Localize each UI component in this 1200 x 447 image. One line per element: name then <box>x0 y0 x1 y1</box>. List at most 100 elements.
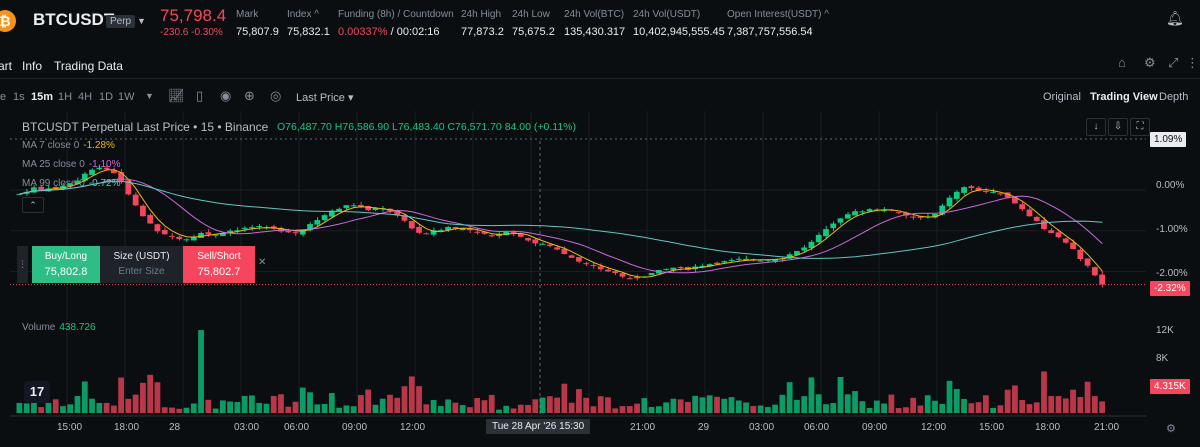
fullscreen-button[interactable]: ⛶ <box>1130 118 1150 136</box>
volume-bar <box>169 407 175 413</box>
volume-bar <box>873 400 880 413</box>
volume-bar <box>699 397 706 413</box>
collapse-legend-button[interactable]: ⌃ <box>22 197 44 213</box>
caret-down-icon[interactable]: ▼ <box>137 16 146 26</box>
bell-icon[interactable]: 🔔︎ <box>1166 10 1184 26</box>
volume-bar <box>1041 371 1047 413</box>
candle <box>1004 192 1011 198</box>
price-type-select[interactable]: Last Price ▾ <box>296 92 354 104</box>
stat-mark-value: 75,807.9 <box>236 26 279 38</box>
price-axis-tick: -1.00% <box>1156 224 1188 235</box>
camera-icon[interactable]: ◉ <box>220 88 232 103</box>
candle <box>743 258 749 261</box>
timeframe-time[interactable]: e <box>0 91 7 103</box>
candle <box>975 187 982 191</box>
stat-oi-label[interactable]: Open Interest(USDT) ^ <box>727 9 829 20</box>
candle-type-icon[interactable]: ▯ <box>196 88 204 103</box>
candle <box>154 224 161 232</box>
time-axis-tick: 28 <box>169 422 181 433</box>
perp-badge: Perp <box>106 15 136 28</box>
stat-high-value: 77,873.2 <box>461 26 504 38</box>
candle <box>16 193 23 195</box>
volume-bar <box>23 403 30 413</box>
candle <box>764 259 771 261</box>
view-original[interactable]: Original <box>1043 91 1081 103</box>
volume-bar <box>605 397 611 413</box>
candle <box>881 210 887 212</box>
layout-icon[interactable]: ⌂ <box>1118 55 1126 70</box>
drag-handle-icon[interactable]: ⋮ <box>17 246 28 283</box>
volume-bar <box>321 403 328 413</box>
tab-info[interactable]: Info <box>22 59 43 73</box>
candle <box>452 226 459 229</box>
candle <box>917 216 924 218</box>
candle <box>190 236 197 241</box>
volume-bar <box>714 396 720 413</box>
candle <box>605 269 611 272</box>
price-chart[interactable]: BTCUSDT Perpetual Last Price • 15 • Bina… <box>0 111 1200 447</box>
volume-bar <box>743 402 749 413</box>
settings-icon[interactable]: ⚙ <box>1144 55 1156 70</box>
volume-bar <box>38 407 45 413</box>
close-icon[interactable]: ✕ <box>258 257 267 268</box>
indicator-icon[interactable]: 📈︎ <box>168 88 185 103</box>
top-price-marker: 1.09% <box>1150 132 1187 147</box>
volume-bar <box>1099 401 1105 413</box>
timeframe-1d[interactable]: 1D <box>99 91 114 103</box>
volume-bar <box>474 398 481 413</box>
candle <box>510 231 517 234</box>
tab-trading-data[interactable]: Trading Data <box>54 59 123 73</box>
volume-bar <box>60 406 66 413</box>
volume-title: Volume <box>22 322 56 333</box>
candle <box>786 254 793 259</box>
candle <box>1019 204 1026 210</box>
candle <box>321 215 328 221</box>
volume-bar <box>1084 381 1091 413</box>
candle <box>554 247 560 250</box>
volume-bar <box>1048 395 1055 413</box>
candle <box>663 268 669 270</box>
stat-high-label: 24h High <box>461 9 502 20</box>
view-trading-view[interactable]: Trading View <box>1090 91 1158 103</box>
tab-chart[interactable]: art <box>0 59 13 73</box>
size-input[interactable]: Size (USDT) Enter Size <box>100 246 183 283</box>
timeframe-dropdown-icon[interactable]: ▼ <box>145 91 154 101</box>
chart-canvas[interactable] <box>0 111 1200 447</box>
timeframe-4h[interactable]: 4H <box>78 91 93 103</box>
candle <box>859 211 866 213</box>
candle <box>961 187 967 193</box>
timeframe-1w[interactable]: 1W <box>118 91 135 103</box>
axis-settings-icon[interactable]: ⚙ <box>1166 423 1176 435</box>
sell-short-button[interactable]: Sell/Short 75,802.7 <box>183 246 255 283</box>
scroll-down-button[interactable]: ↓ <box>1086 118 1106 136</box>
more-icon[interactable]: ⋮ <box>1186 55 1199 70</box>
symbol-selector[interactable]: BTCUSDT <box>33 10 115 29</box>
volume-bar <box>764 407 771 413</box>
volume-bar <box>859 401 866 413</box>
timeframe-15m[interactable]: 15m <box>31 91 54 103</box>
volume-bar <box>118 377 124 413</box>
candle <box>721 261 728 263</box>
replay-icon[interactable]: ◎ <box>270 88 282 103</box>
buy-long-button[interactable]: Buy/Long 75,802.8 <box>32 246 100 283</box>
view-depth[interactable]: Depth <box>1159 91 1189 103</box>
tradingview-logo[interactable]: 17 <box>24 381 50 403</box>
stat-oi-value: 7,387,757,556.54 <box>727 26 813 38</box>
sell-label: Sell/Short <box>197 251 241 262</box>
ma99-line <box>19 180 1103 259</box>
add-icon[interactable]: ⊕ <box>244 88 255 103</box>
timeframe-1h[interactable]: 1H <box>58 91 73 103</box>
timeframe-1s[interactable]: 1s <box>13 91 25 103</box>
expand-icon[interactable]: ⤢ <box>1168 55 1179 70</box>
time-axis-tick: 09:00 <box>342 422 368 433</box>
stat-index-label[interactable]: Index ^ <box>287 9 319 20</box>
download-button[interactable]: ⇩ <box>1108 118 1128 136</box>
volume-bar <box>990 407 996 413</box>
volume-bar <box>110 405 117 413</box>
price-type-label: Last Price <box>296 92 345 104</box>
candle <box>939 205 946 215</box>
volume-bar <box>496 409 502 413</box>
candle <box>801 247 808 251</box>
volume-bar <box>249 395 255 413</box>
time-axis-tick: 29 <box>698 422 710 433</box>
